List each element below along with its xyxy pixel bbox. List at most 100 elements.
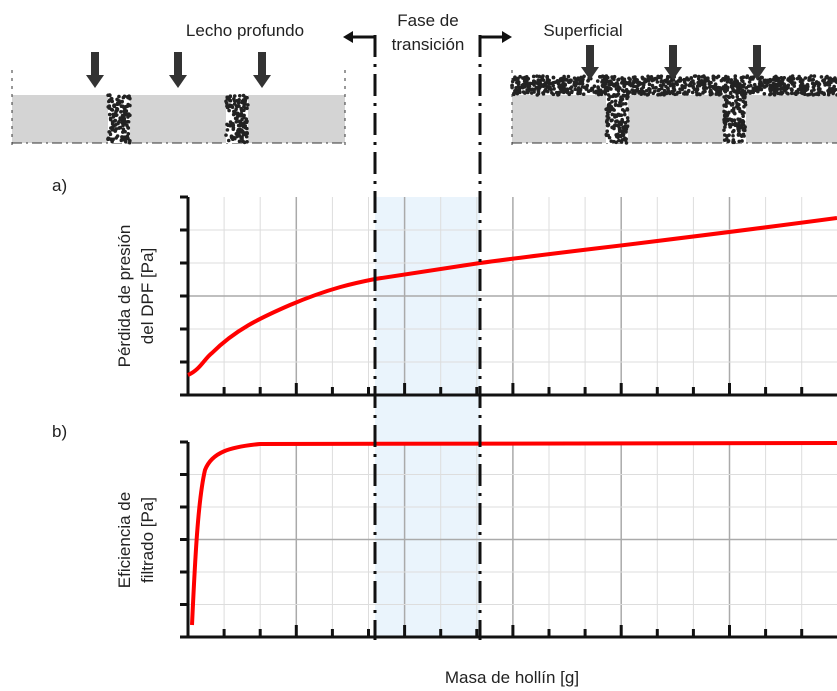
soot xyxy=(568,86,573,91)
soot xyxy=(709,89,713,94)
soot xyxy=(541,92,546,96)
soot xyxy=(731,87,735,92)
soot xyxy=(633,91,637,96)
soot xyxy=(243,124,248,128)
soot xyxy=(579,75,583,80)
soot xyxy=(656,88,661,93)
soot xyxy=(613,103,618,107)
soot xyxy=(749,89,754,94)
soot xyxy=(746,84,751,88)
soot xyxy=(619,134,623,139)
soot xyxy=(711,74,716,79)
soot xyxy=(700,82,704,87)
curve xyxy=(187,216,837,377)
soot xyxy=(121,104,125,109)
soot xyxy=(243,101,247,105)
soot xyxy=(632,79,636,83)
soot xyxy=(694,90,699,94)
soot xyxy=(244,120,249,125)
soot xyxy=(556,81,561,86)
soot xyxy=(728,90,733,95)
soot xyxy=(820,91,825,95)
soot xyxy=(659,86,664,91)
soot xyxy=(612,108,616,112)
soot xyxy=(742,89,747,94)
soot xyxy=(582,74,586,79)
soot xyxy=(112,124,116,128)
soot xyxy=(106,93,110,98)
soot xyxy=(616,92,621,96)
soot xyxy=(695,84,700,89)
soot xyxy=(119,138,124,143)
soot xyxy=(627,81,631,85)
soot xyxy=(740,122,745,127)
x-axis-title: Masa de hollín [g] xyxy=(445,668,579,687)
soot xyxy=(806,84,810,89)
soot xyxy=(616,134,620,139)
soot xyxy=(704,86,709,90)
soot xyxy=(626,91,630,96)
soot xyxy=(620,138,625,142)
y-axis-title: filtrado [Pa] xyxy=(138,497,157,583)
soot xyxy=(111,115,116,119)
soot xyxy=(117,94,121,99)
soot xyxy=(695,87,700,91)
soot xyxy=(656,92,660,97)
soot xyxy=(627,76,631,81)
soot xyxy=(728,117,732,121)
soot xyxy=(620,81,624,85)
soot xyxy=(610,118,614,122)
soot xyxy=(799,79,803,84)
soot xyxy=(543,87,548,92)
soot xyxy=(243,132,247,136)
soot xyxy=(778,87,783,91)
soot xyxy=(126,125,130,130)
arrow xyxy=(669,45,677,68)
soot xyxy=(565,90,570,94)
soot xyxy=(736,132,741,136)
soot xyxy=(606,97,611,102)
soot xyxy=(691,84,695,89)
soot xyxy=(604,119,609,124)
soot xyxy=(526,90,530,95)
soot xyxy=(595,79,600,83)
soot xyxy=(669,78,674,83)
soot xyxy=(231,123,236,128)
soot xyxy=(522,79,527,84)
soot xyxy=(735,79,739,83)
soot xyxy=(730,94,735,99)
soot xyxy=(572,76,577,80)
soot xyxy=(239,122,244,126)
soot xyxy=(235,134,239,139)
soot xyxy=(735,123,739,128)
soot xyxy=(575,81,579,86)
soot xyxy=(738,97,743,102)
soot xyxy=(246,103,250,107)
soot xyxy=(709,84,713,89)
soot xyxy=(729,83,734,88)
soot xyxy=(711,78,716,82)
soot xyxy=(810,92,814,96)
soot xyxy=(114,113,119,117)
soot xyxy=(758,76,763,81)
soot xyxy=(818,87,822,91)
soot xyxy=(833,76,837,80)
soot xyxy=(110,99,115,104)
soot xyxy=(653,76,658,81)
soot xyxy=(637,80,642,85)
soot xyxy=(598,75,603,79)
soot xyxy=(110,108,115,112)
soot xyxy=(768,92,772,97)
soot xyxy=(779,90,783,95)
soot xyxy=(228,98,233,103)
soot xyxy=(834,80,837,84)
soot xyxy=(757,87,762,92)
soot xyxy=(637,91,641,95)
soot xyxy=(622,112,627,117)
soot xyxy=(726,139,731,143)
soot xyxy=(122,110,127,115)
soot xyxy=(126,102,131,107)
soot xyxy=(736,126,740,131)
soot xyxy=(589,88,593,93)
soot xyxy=(742,104,746,109)
